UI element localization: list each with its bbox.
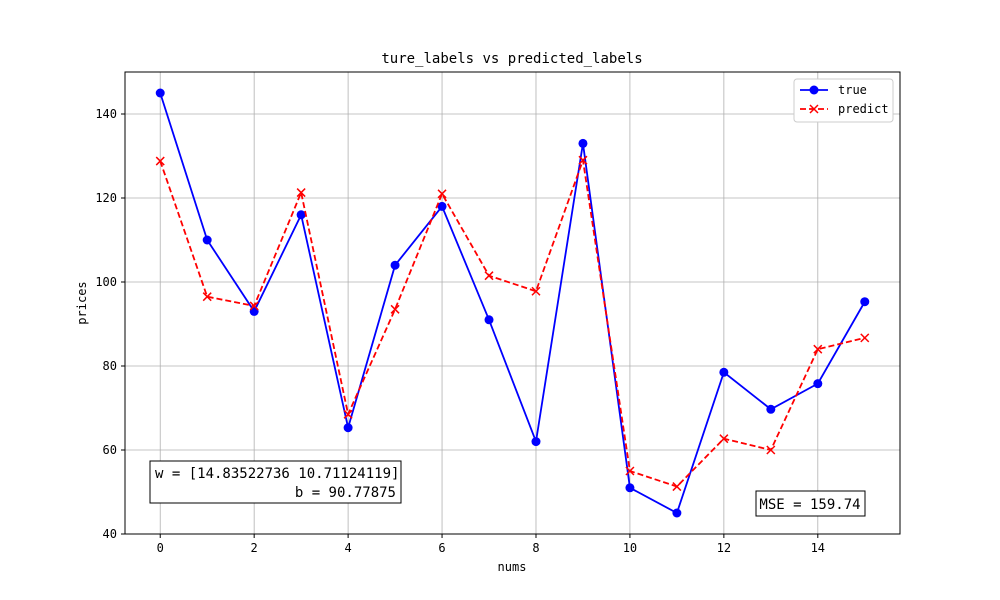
data-point-predict [719, 434, 729, 444]
x-tick-label: 4 [344, 541, 351, 555]
data-point-predict [155, 156, 165, 166]
data-point-true [578, 138, 588, 148]
data-point-true [672, 508, 682, 518]
y-tick-label: 100 [95, 275, 117, 289]
data-point-predict [484, 271, 494, 281]
x-tick-label: 8 [532, 541, 539, 555]
legend-true-marker [809, 85, 819, 95]
x-tick-label: 0 [157, 541, 164, 555]
data-point-true [766, 404, 776, 414]
series-line-predict [159, 159, 865, 488]
plot-frame [124, 71, 901, 535]
legend-true-label: true [838, 83, 867, 97]
data-point-true [390, 260, 400, 270]
y-tick-label: 120 [95, 191, 117, 205]
x-tick-label: 10 [623, 541, 637, 555]
data-point-predict [390, 304, 400, 314]
data-point-predict [672, 482, 682, 492]
data-point-predict [437, 189, 447, 199]
mse-box [755, 490, 866, 517]
data-point-true [343, 423, 353, 433]
x-tick-label: 14 [811, 541, 825, 555]
series-group [155, 88, 870, 518]
data-point-true [719, 367, 729, 377]
params-w-text: w = [14.83522736 10.71124119] [155, 466, 399, 482]
data-point-true [437, 201, 447, 211]
data-point-predict [202, 292, 212, 302]
params-b-text: b = 90.77875 [295, 485, 396, 501]
x-axis-label: nums [498, 560, 527, 574]
y-tick-label: 60 [103, 443, 117, 457]
data-point-true [813, 379, 823, 389]
series-line-true [159, 92, 866, 515]
params-box [149, 460, 402, 504]
y-tick-label: 140 [95, 107, 117, 121]
params-annotation: w = [14.83522736 10.71124119] b = 90.778… [149, 460, 402, 504]
data-point-true [202, 235, 212, 245]
data-point-true [625, 483, 635, 493]
y-axis-ticks: 40 60 80 100 120 140 [95, 107, 125, 541]
y-axis-label: prices [75, 281, 89, 324]
mse-text: MSE = 159.74 [759, 497, 860, 513]
x-tick-label: 2 [251, 541, 258, 555]
y-tick-label: 80 [103, 359, 117, 373]
data-point-true [155, 88, 165, 98]
data-point-predict [860, 333, 870, 343]
data-point-true [860, 297, 870, 307]
x-axis-ticks: 0 2 4 6 8 10 12 14 [157, 534, 825, 555]
data-point-predict [249, 301, 259, 311]
data-point-true [531, 437, 541, 447]
data-point-predict [343, 409, 353, 419]
mse-annotation: MSE = 159.74 [755, 490, 866, 517]
data-point-predict [531, 286, 541, 296]
data-point-predict [296, 188, 306, 198]
data-point-predict [813, 344, 823, 354]
legend: true predict [793, 78, 894, 123]
data-point-predict [766, 445, 776, 455]
y-tick-label: 40 [103, 527, 117, 541]
legend-predict-label: predict [838, 102, 889, 116]
data-point-true [484, 315, 494, 325]
chart-title: ture_labels vs predicted_labels [381, 51, 642, 67]
data-point-true [296, 210, 306, 220]
data-point-predict [578, 155, 588, 165]
x-tick-label: 6 [438, 541, 445, 555]
data-point-predict [625, 466, 635, 476]
x-tick-label: 12 [717, 541, 731, 555]
legend-predict-marker [809, 104, 819, 114]
